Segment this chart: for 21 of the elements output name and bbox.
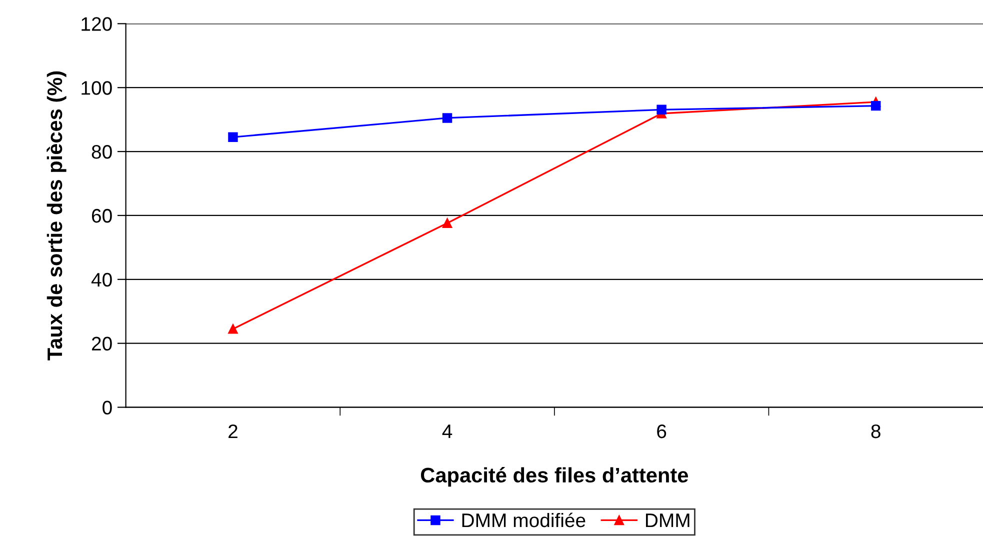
point — [228, 324, 238, 334]
y-axis-title: Taux de sortie des pièces (%) — [46, 71, 66, 360]
y-tick-label: 100 — [82, 81, 112, 95]
x-tick-label: 2 — [228, 424, 238, 438]
x-tick-label: 4 — [442, 424, 452, 438]
legend-label: DMM modifiée — [462, 512, 586, 528]
y-tick-label: 40 — [91, 272, 112, 287]
legend-label: DMM — [646, 514, 690, 528]
x-tick-label: 6 — [657, 424, 666, 438]
y-tick-label: 80 — [92, 145, 112, 159]
point — [228, 132, 238, 142]
point — [870, 100, 881, 111]
y-tick-label: 120 — [82, 17, 112, 31]
x-tick-label: 8 — [871, 424, 880, 438]
x-axis-title: Capacité des files d’attente — [420, 467, 688, 487]
point — [656, 104, 666, 115]
point — [442, 113, 452, 123]
y-tick-label: 20 — [92, 336, 112, 351]
y-tick-label: 60 — [92, 208, 112, 223]
y-tick-label: 0 — [102, 400, 112, 415]
point — [442, 218, 452, 228]
